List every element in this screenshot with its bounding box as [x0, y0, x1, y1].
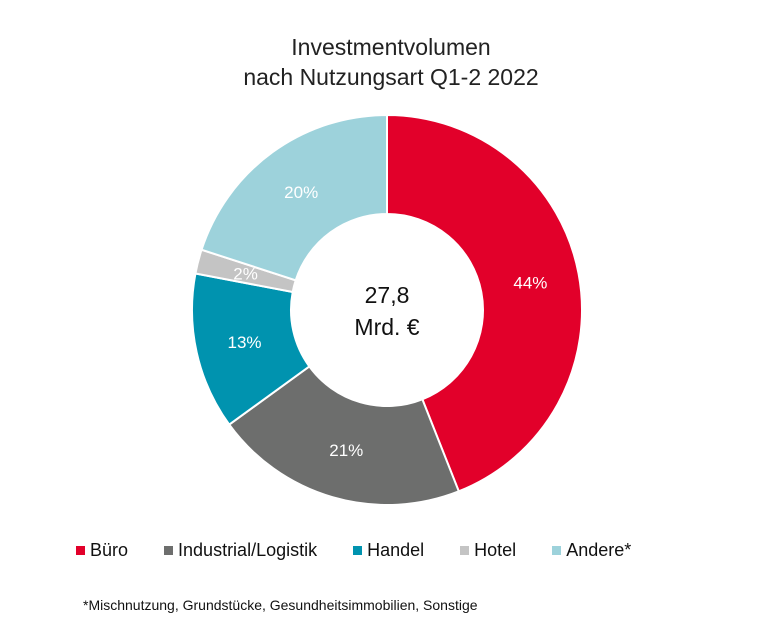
- slice-büro: [386, 113, 583, 493]
- slice-andere: [200, 113, 388, 282]
- legend-item-industrial-logistik: Industrial/Logistik: [164, 540, 317, 561]
- chart-title-line-2: nach Nutzungsart Q1-2 2022: [243, 64, 539, 90]
- legend-label: Andere*: [566, 540, 632, 560]
- footnote: *Mischnutzung, Grundstücke, Gesundheitsi…: [83, 597, 478, 613]
- legend-label: Industrial/Logistik: [178, 540, 318, 560]
- legend-item-handel: Handel: [353, 540, 424, 561]
- data-label: 2%: [233, 265, 258, 284]
- center-total-value: 27,8: [365, 282, 410, 308]
- center-total-unit: Mrd. €: [354, 314, 419, 340]
- data-label: 13%: [228, 333, 262, 352]
- data-label: 21%: [329, 441, 363, 460]
- legend-swatch: [552, 546, 562, 555]
- legend-label: Hotel: [474, 540, 517, 560]
- legend-swatch: [76, 546, 85, 555]
- chart-title-line-1: Investmentvolumen: [291, 34, 491, 60]
- data-label: 20%: [284, 183, 318, 202]
- legend: Büro Industrial/Logistik Handel Hotel An…: [76, 540, 667, 561]
- legend-swatch: [164, 546, 174, 555]
- slice-industrial-logistik: [227, 365, 461, 506]
- legend-label: Büro: [90, 540, 129, 560]
- legend-label: Handel: [367, 540, 425, 560]
- legend-swatch: [460, 546, 470, 555]
- legend-swatch: [353, 546, 363, 555]
- legend-item-hotel: Hotel: [460, 540, 516, 561]
- chart-title: Investmentvolumen nach Nutzungsart Q1-2 …: [0, 32, 782, 92]
- data-label: 44%: [513, 274, 547, 293]
- legend-item-andere: Andere*: [552, 540, 631, 561]
- legend-item-buero: Büro: [76, 540, 128, 561]
